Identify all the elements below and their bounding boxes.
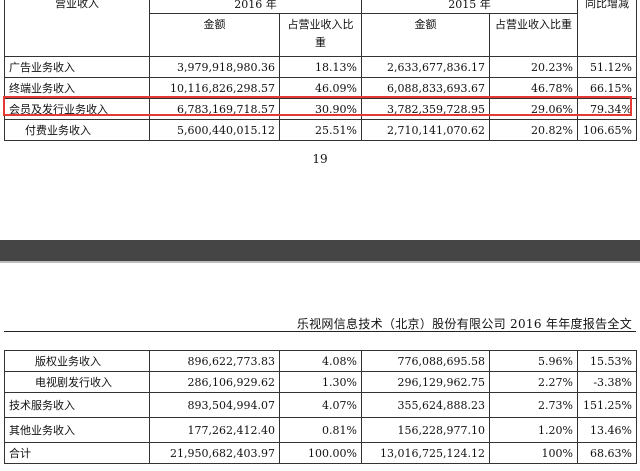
- share-2015: 1.20%: [489, 417, 578, 443]
- yoy-change: 106.65%: [577, 119, 637, 141]
- share-2016: 1.30%: [279, 371, 362, 393]
- yoy-change: 15.53%: [577, 350, 637, 372]
- share-2016: 18.13%: [279, 56, 362, 78]
- table-row-highlighted: 会员及发行业务收入 6,783,169,718.57 30.90% 3,782,…: [4, 98, 637, 120]
- share-2016: 100.00%: [279, 442, 362, 464]
- share-2015: 2.27%: [489, 371, 578, 393]
- amount-2015: 156,228,977.10: [361, 417, 490, 443]
- amount-2016: 21,950,682,403.97: [149, 442, 280, 464]
- amount-2016: 177,262,412.40: [149, 417, 280, 443]
- yoy-change: 66.15%: [577, 77, 637, 99]
- share-2016: 0.81%: [279, 417, 362, 443]
- header-rule: [4, 331, 636, 332]
- share-2015: 46.78%: [489, 77, 578, 99]
- table-row: 技术服务收入 893,504,994.07 4.07% 355,624,888.…: [4, 392, 637, 418]
- row-name: 技术服务收入: [4, 392, 150, 418]
- amount-2016: 5,600,440,015.12: [149, 119, 280, 141]
- amount-2016: 893,504,994.07: [149, 392, 280, 418]
- table-row-total: 合计 21,950,682,403.97 100.00% 13,016,725,…: [4, 442, 637, 464]
- table-header-row: 营业收入 2016 年 2015 年 同比增减: [4, 0, 637, 57]
- page-break-edge: [0, 261, 640, 263]
- row-name: 广告业务收入: [4, 56, 150, 78]
- amount-2015: 6,088,833,693.67: [361, 77, 490, 99]
- table-row: 广告业务收入 3,979,918,980.36 18.13% 2,633,677…: [4, 56, 637, 78]
- revenue-table-top: 营业收入 2016 年 2015 年 同比增减 金额 占营业收入比重 金额 占营…: [4, 0, 637, 141]
- amount-2016: 286,106,929.62: [149, 371, 280, 393]
- table-row: 终端业务收入 10,116,826,298.57 46.09% 6,088,83…: [4, 77, 637, 99]
- report-header: 乐视网信息技术（北京）股份有限公司 2016 年年度报告全文: [296, 317, 632, 331]
- amount-2015: 13,016,725,124.12: [361, 442, 490, 464]
- share-2015: 20.82%: [489, 119, 578, 141]
- yoy-change: 151.25%: [577, 392, 637, 418]
- amount-2015: 2,710,141,070.62: [361, 119, 490, 141]
- table-row: 其他业务收入 177,262,412.40 0.81% 156,228,977.…: [4, 417, 637, 443]
- row-name: 终端业务收入: [4, 77, 150, 99]
- amount-2015: 355,624,888.23: [361, 392, 490, 418]
- share-2016: 30.90%: [279, 98, 362, 120]
- table-row: 电视剧发行收入 286,106,929.62 1.30% 296,129,962…: [4, 371, 637, 393]
- page-number: 19: [312, 152, 328, 166]
- amount-2015: 3,782,359,728.95: [361, 98, 490, 120]
- row-name: 其他业务收入: [4, 417, 150, 443]
- header-amount-2015: 金额: [361, 13, 490, 57]
- table-row: 版权业务收入 896,622,773.83 4.08% 776,088,695.…: [4, 350, 637, 372]
- amount-2015: 2,633,677,836.17: [361, 56, 490, 78]
- amount-2016: 3,979,918,980.36: [149, 56, 280, 78]
- amount-2016: 896,622,773.83: [149, 350, 280, 372]
- amount-2016: 10,116,826,298.57: [149, 77, 280, 99]
- share-2015: 2.73%: [489, 392, 578, 418]
- page-break-bar: [0, 240, 640, 261]
- row-name: 电视剧发行收入: [4, 371, 150, 393]
- share-2016: 25.51%: [279, 119, 362, 141]
- header-category: 营业收入: [4, 0, 150, 57]
- revenue-table-bottom: 版权业务收入 896,622,773.83 4.08% 776,088,695.…: [4, 350, 637, 464]
- share-2016: 4.08%: [279, 350, 362, 372]
- table-subheader-row: 金额 占营业收入比重 金额 占营业收入比重: [5, 13, 637, 57]
- row-name: 付费业务收入: [4, 119, 150, 141]
- header-year-2016: 2016 年: [149, 0, 362, 14]
- yoy-change: 13.46%: [577, 417, 637, 443]
- amount-2016: 6,783,169,718.57: [149, 98, 280, 120]
- share-2015: 20.23%: [489, 56, 578, 78]
- amount-2015: 296,129,962.75: [361, 371, 490, 393]
- header-year-2015: 2015 年: [361, 0, 578, 14]
- yoy-change: 79.34%: [577, 98, 637, 120]
- row-name: 版权业务收入: [4, 350, 150, 372]
- share-2015: 5.96%: [489, 350, 578, 372]
- amount-2015: 776,088,695.58: [361, 350, 490, 372]
- share-2015: 29.06%: [489, 98, 578, 120]
- yoy-change: 68.63%: [577, 442, 637, 464]
- header-amount-2016: 金额: [149, 13, 280, 57]
- share-2015: 100%: [489, 442, 578, 464]
- row-name: 合计: [4, 442, 150, 464]
- yoy-change: 51.12%: [577, 56, 637, 78]
- table-row: 付费业务收入 5,600,440,015.12 25.51% 2,710,141…: [4, 119, 637, 141]
- header-share-2015: 占营业收入比重: [489, 13, 578, 57]
- yoy-change: -3.38%: [577, 371, 637, 393]
- row-name: 会员及发行业务收入: [4, 98, 150, 120]
- share-2016: 4.07%: [279, 392, 362, 418]
- header-share-2016: 占营业收入比重: [279, 13, 362, 57]
- share-2016: 46.09%: [279, 77, 362, 99]
- header-yoy: 同比增减: [577, 0, 637, 57]
